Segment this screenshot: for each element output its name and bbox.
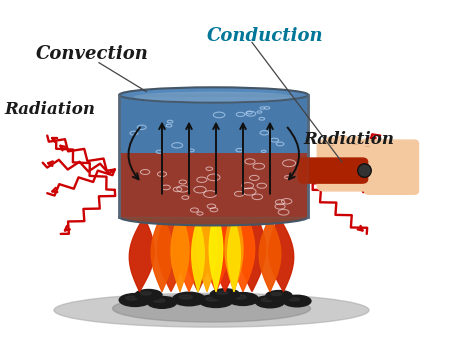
Bar <box>119 95 308 154</box>
Polygon shape <box>225 207 243 292</box>
Ellipse shape <box>261 298 273 302</box>
Ellipse shape <box>135 290 162 300</box>
FancyBboxPatch shape <box>298 158 368 183</box>
Ellipse shape <box>324 137 338 151</box>
Ellipse shape <box>206 297 220 301</box>
Polygon shape <box>151 214 173 292</box>
Ellipse shape <box>119 294 151 306</box>
Ellipse shape <box>199 295 233 307</box>
Polygon shape <box>171 210 189 292</box>
Ellipse shape <box>173 292 205 306</box>
Ellipse shape <box>288 298 300 301</box>
Ellipse shape <box>358 164 371 177</box>
Polygon shape <box>209 207 223 292</box>
Ellipse shape <box>148 296 176 308</box>
Polygon shape <box>184 197 212 292</box>
Ellipse shape <box>234 295 246 299</box>
Polygon shape <box>211 200 239 292</box>
Ellipse shape <box>336 136 350 150</box>
Bar <box>119 154 308 217</box>
FancyBboxPatch shape <box>119 95 308 217</box>
Ellipse shape <box>266 291 292 301</box>
Ellipse shape <box>348 137 362 150</box>
Ellipse shape <box>211 289 239 300</box>
Ellipse shape <box>283 295 311 307</box>
Ellipse shape <box>179 295 192 299</box>
Polygon shape <box>177 203 201 292</box>
Polygon shape <box>197 200 217 292</box>
FancyBboxPatch shape <box>317 140 385 191</box>
Ellipse shape <box>228 293 258 305</box>
Polygon shape <box>228 217 240 292</box>
Ellipse shape <box>271 293 282 296</box>
Ellipse shape <box>126 296 138 300</box>
Text: Radiation: Radiation <box>304 131 395 148</box>
Polygon shape <box>129 217 154 292</box>
Ellipse shape <box>119 208 308 225</box>
Ellipse shape <box>119 87 308 103</box>
Text: Conduction: Conduction <box>207 27 324 45</box>
Ellipse shape <box>256 296 284 308</box>
Ellipse shape <box>134 92 294 102</box>
Ellipse shape <box>216 291 228 294</box>
Polygon shape <box>259 217 281 292</box>
Polygon shape <box>238 207 266 292</box>
Text: Convection: Convection <box>36 45 149 63</box>
FancyBboxPatch shape <box>364 140 418 194</box>
Ellipse shape <box>153 299 165 302</box>
Ellipse shape <box>316 170 332 185</box>
Ellipse shape <box>361 139 374 152</box>
Polygon shape <box>192 217 204 292</box>
Polygon shape <box>269 217 294 292</box>
Polygon shape <box>158 207 184 292</box>
Ellipse shape <box>140 292 151 295</box>
Ellipse shape <box>54 293 369 327</box>
Text: Radiation: Radiation <box>4 101 95 118</box>
Polygon shape <box>202 197 230 292</box>
Ellipse shape <box>112 295 310 322</box>
Polygon shape <box>231 207 255 292</box>
